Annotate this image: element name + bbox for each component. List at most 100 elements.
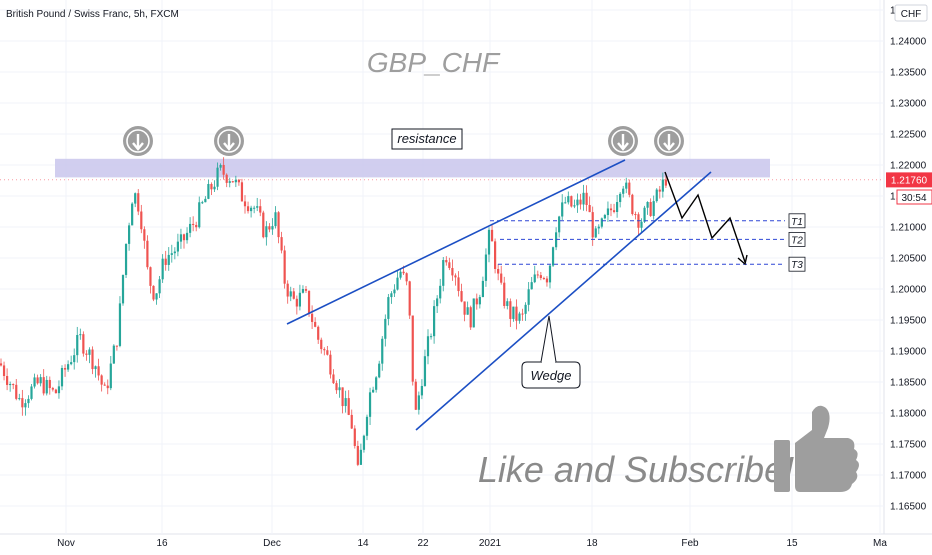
candle-body bbox=[207, 183, 210, 199]
candle-body bbox=[198, 202, 201, 228]
x-tick-label: 18 bbox=[586, 538, 598, 549]
candle-body bbox=[481, 280, 484, 298]
candle-body bbox=[649, 202, 652, 216]
candle-body bbox=[18, 398, 21, 400]
candle-body bbox=[100, 375, 103, 385]
candle-body bbox=[457, 277, 460, 292]
candle-body bbox=[460, 291, 463, 302]
candle-body bbox=[414, 381, 417, 410]
candle-body bbox=[625, 182, 628, 189]
down-arrow-icon bbox=[214, 126, 244, 156]
candle-body bbox=[192, 223, 195, 225]
candle-body bbox=[94, 366, 97, 370]
candle-body bbox=[609, 208, 613, 211]
target-label-box-3 bbox=[788, 256, 806, 272]
currency-badge[interactable] bbox=[894, 4, 928, 22]
candle-body bbox=[384, 318, 387, 339]
candle-body bbox=[365, 416, 369, 436]
down-arrow-icon bbox=[608, 126, 638, 156]
candle-body bbox=[503, 282, 506, 306]
candle-body bbox=[387, 297, 390, 319]
candle-body bbox=[631, 194, 634, 215]
candle-body bbox=[36, 377, 39, 384]
candle-body bbox=[314, 321, 317, 327]
target-label-box-1 bbox=[788, 213, 806, 229]
candle-body bbox=[429, 336, 433, 338]
candle-body bbox=[393, 289, 396, 294]
candle-body bbox=[286, 283, 289, 297]
candle-body bbox=[378, 363, 381, 378]
candle-body bbox=[256, 206, 259, 208]
candle-body bbox=[497, 268, 500, 274]
chart-header: British Pound / Swiss Franc, 5h, FXCM bbox=[6, 9, 179, 20]
candle-body bbox=[423, 356, 427, 387]
candle-body bbox=[564, 202, 567, 204]
candle-body bbox=[237, 179, 240, 183]
candle-body bbox=[399, 271, 402, 278]
thumbs-up-icon[interactable] bbox=[774, 405, 859, 492]
resistance-label-box bbox=[391, 128, 463, 150]
candle-body bbox=[210, 183, 213, 190]
candle-body bbox=[30, 386, 33, 399]
chart-title: GBP_CHF bbox=[367, 47, 501, 78]
x-tick-label: Nov bbox=[57, 538, 75, 549]
candle-body bbox=[283, 250, 286, 284]
candle-body bbox=[664, 179, 667, 186]
candle-body bbox=[60, 368, 64, 387]
candle-body bbox=[463, 301, 466, 315]
candle-body bbox=[262, 212, 265, 238]
candle-body bbox=[124, 243, 128, 275]
y-tick-label: 1.20500 bbox=[890, 254, 927, 265]
countdown-label: 30:54 bbox=[901, 193, 926, 204]
candle-body bbox=[2, 365, 6, 377]
candle-body bbox=[45, 379, 48, 394]
candle-body bbox=[301, 289, 305, 293]
candle-body bbox=[317, 326, 320, 340]
candle-body bbox=[295, 298, 298, 307]
candlesticks bbox=[0, 157, 667, 467]
candle-body bbox=[524, 304, 527, 314]
candle-body bbox=[439, 285, 442, 299]
candle-body bbox=[573, 205, 576, 207]
candle-body bbox=[112, 345, 115, 364]
y-tick-label: 1.19000 bbox=[890, 347, 927, 358]
price-axis[interactable] bbox=[884, 0, 932, 550]
candle-body bbox=[509, 301, 512, 319]
y-tick-label: 1.17500 bbox=[890, 440, 927, 451]
candle-body bbox=[167, 254, 170, 265]
candle-body bbox=[372, 389, 375, 393]
candle-body bbox=[219, 164, 222, 168]
candle-body bbox=[634, 214, 637, 216]
wedge-lower-trendline[interactable] bbox=[415, 171, 712, 431]
candle-body bbox=[246, 206, 250, 212]
candle-body bbox=[594, 228, 597, 238]
wedge-callout-pointer bbox=[540, 315, 557, 363]
candle-body bbox=[466, 307, 469, 315]
cta-text: Like and Subscribe! bbox=[478, 449, 794, 490]
candle-body bbox=[88, 349, 91, 355]
resistance-zone bbox=[55, 158, 770, 178]
candle-body bbox=[478, 297, 481, 305]
candle-body bbox=[329, 354, 332, 375]
candle-body bbox=[6, 376, 9, 385]
candle-body bbox=[106, 385, 109, 389]
candle-body bbox=[436, 298, 439, 307]
target-label-1: T1 bbox=[791, 217, 803, 228]
resistance-label: resistance bbox=[397, 131, 456, 146]
candle-body bbox=[63, 368, 67, 370]
wedge-upper-trendline[interactable] bbox=[286, 159, 626, 325]
candle-body bbox=[91, 349, 94, 370]
candle-body bbox=[341, 387, 344, 407]
candle-body bbox=[417, 395, 420, 410]
candle-body bbox=[527, 289, 530, 305]
candle-body bbox=[326, 350, 329, 355]
candle-body bbox=[606, 208, 610, 216]
candle-body bbox=[85, 353, 88, 355]
candle-body bbox=[643, 207, 646, 222]
candle-body bbox=[390, 293, 393, 298]
candle-body bbox=[506, 301, 509, 306]
down-arrow-icon bbox=[123, 126, 153, 156]
candle-body bbox=[616, 202, 619, 212]
